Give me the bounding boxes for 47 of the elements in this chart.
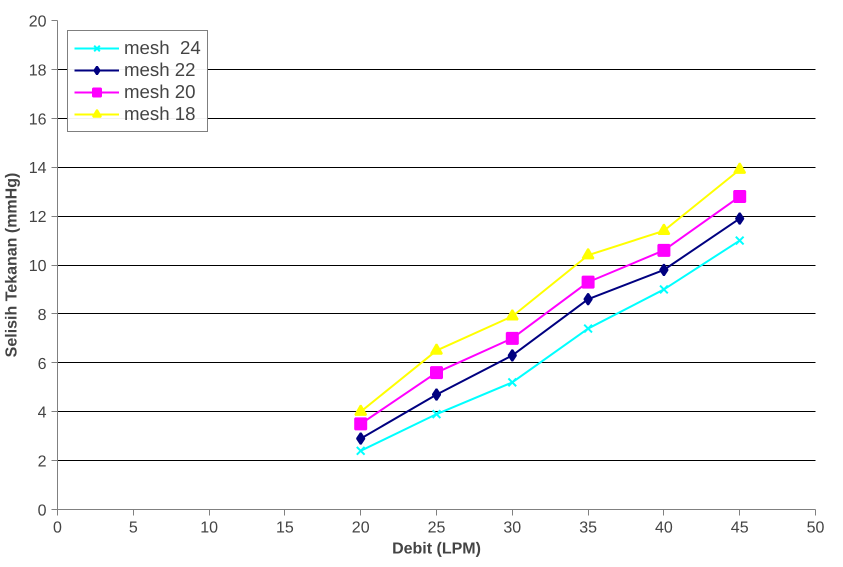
point	[508, 348, 517, 362]
legend-label: mesh 22	[124, 59, 196, 81]
x-tick-label: 10	[200, 520, 218, 536]
y-axis-title: Selisih Tekanan (mmHg)	[4, 172, 21, 358]
point	[733, 162, 746, 174]
x-tick-label: 5	[128, 520, 138, 536]
x-tick-label: 50	[806, 520, 824, 536]
y-tick-label: 0	[38, 502, 47, 520]
legend-label: mesh 20	[124, 81, 196, 103]
y-tick-label: 18	[28, 62, 47, 80]
point	[659, 263, 669, 276]
point	[506, 332, 519, 345]
point	[582, 276, 595, 289]
x-tick-label: 40	[655, 520, 673, 536]
point	[356, 446, 366, 456]
y-tick-label: 14	[28, 160, 47, 178]
x-axis-title: Debit (LPM)	[392, 540, 481, 558]
x-tick-label: 25	[428, 520, 446, 536]
y-tick-label: 10	[28, 258, 47, 275]
point	[354, 417, 368, 430]
x-tick-label: 35	[579, 520, 598, 536]
point	[432, 409, 442, 420]
point	[507, 377, 518, 388]
x-tick-label: 45	[730, 520, 749, 536]
point	[735, 212, 744, 226]
point	[659, 284, 669, 294]
y-tick-label: 8	[38, 306, 47, 324]
legend-label: mesh 18	[124, 103, 196, 125]
y-tick-label: 6	[38, 356, 47, 373]
y-tick-label: 2	[38, 454, 47, 471]
y-tick-label: 4	[38, 404, 47, 422]
point	[733, 190, 746, 204]
y-tick-label: 20	[28, 14, 47, 30]
y-tick-label: 12	[28, 209, 47, 226]
y-tick-label: 16	[28, 111, 47, 128]
point	[583, 292, 593, 306]
point	[734, 236, 745, 246]
x-tick-label: 0	[53, 520, 62, 536]
x-tick-label: 30	[503, 520, 522, 536]
point	[430, 366, 443, 380]
x-tick-label: 15	[276, 520, 294, 536]
x-tick-label: 20	[352, 520, 370, 536]
legend-label: mesh 24	[124, 37, 201, 59]
point	[432, 388, 442, 402]
point	[657, 244, 670, 257]
point	[583, 324, 593, 334]
point	[356, 432, 366, 446]
